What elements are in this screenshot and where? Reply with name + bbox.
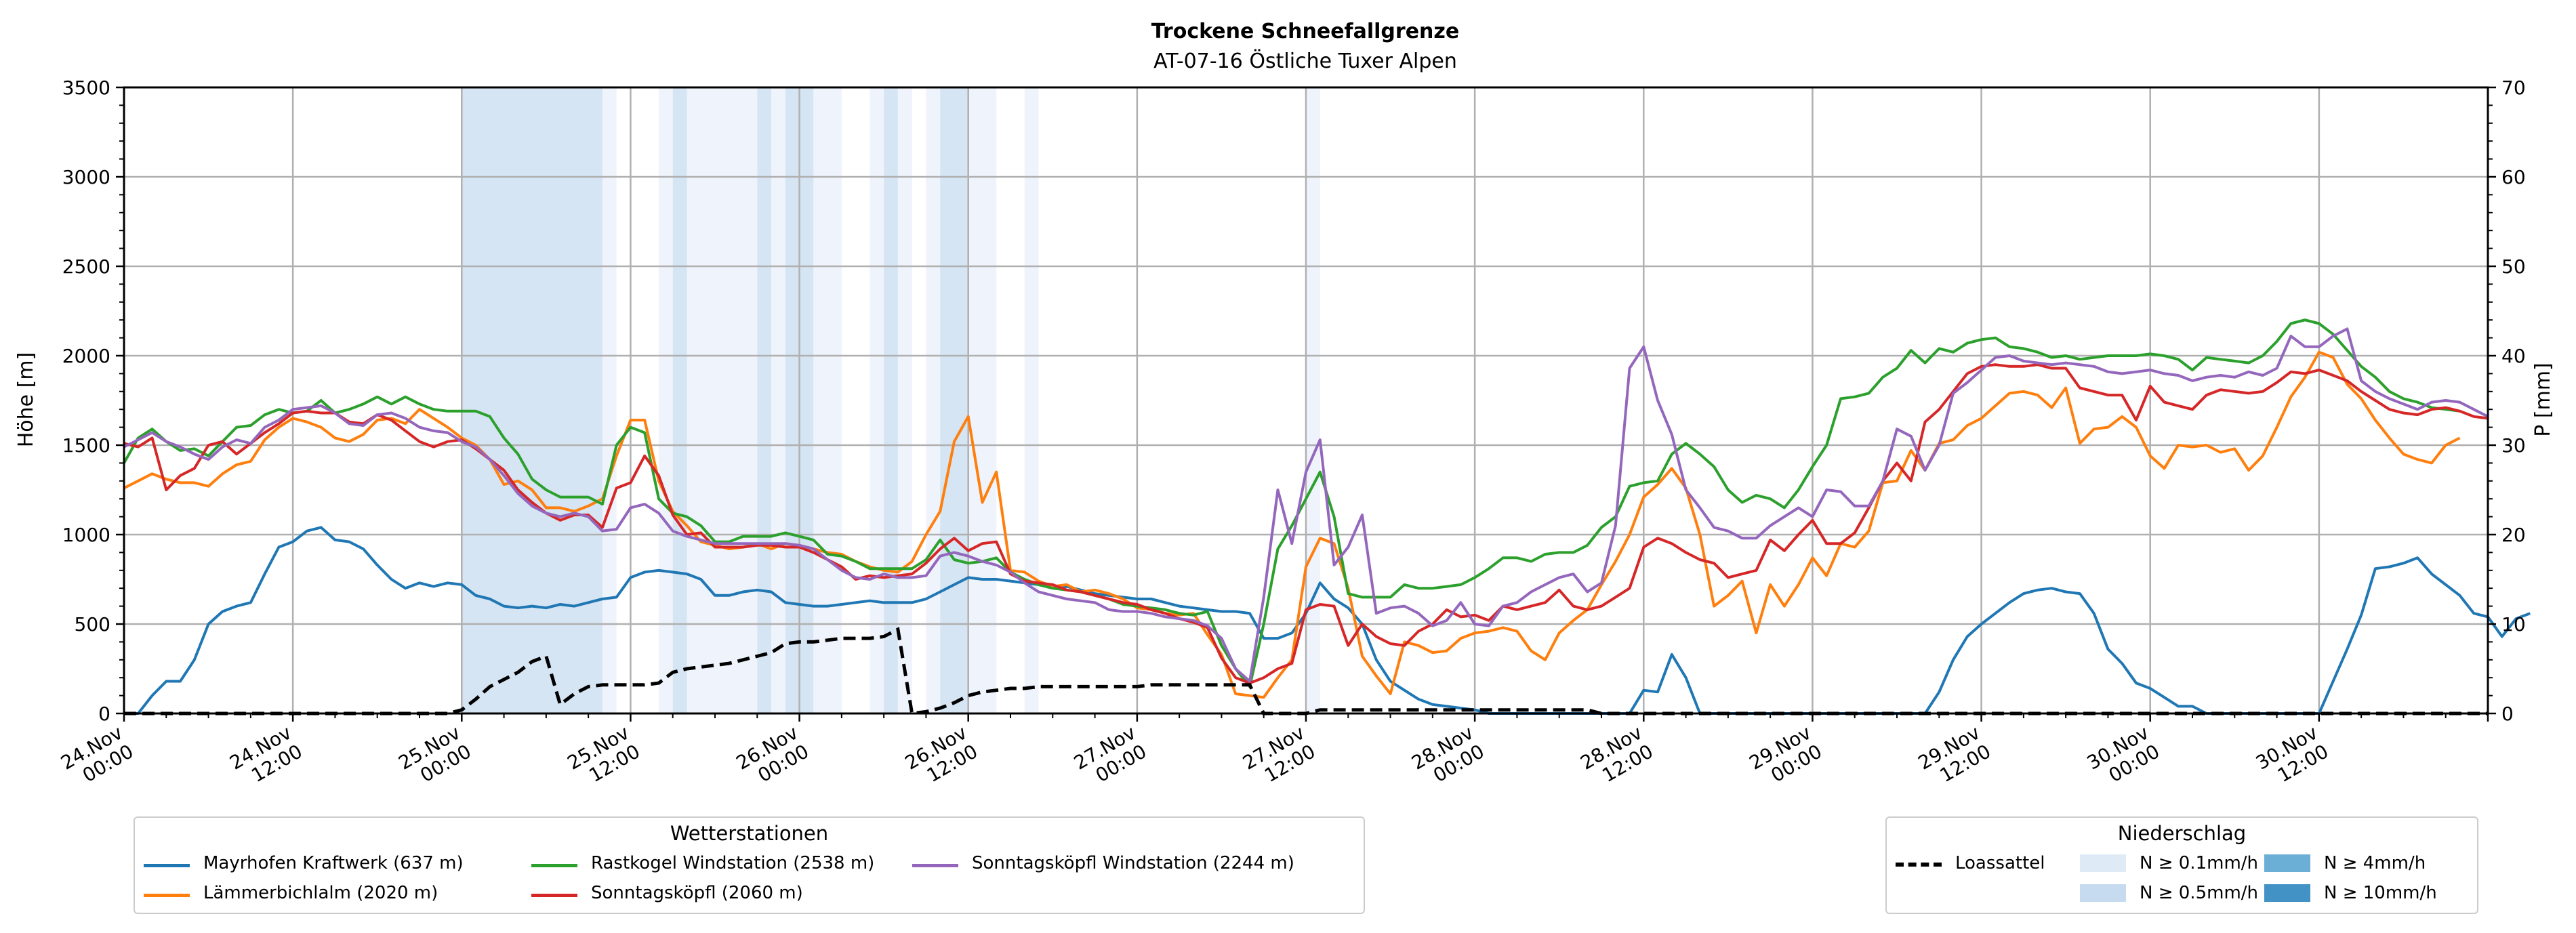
x-tick-label-12: 30.Nov00:00 <box>2083 721 2163 793</box>
x-tick-label-13: 30.Nov12:00 <box>2252 721 2332 793</box>
series-line-2 <box>123 318 2460 688</box>
legend-label-2: Rastkogel Windstation (2538 m) <box>591 853 875 873</box>
precip-band-9 <box>870 87 884 713</box>
precip-band-0 <box>462 87 602 713</box>
x-tick-label-7: 27.Nov12:00 <box>1239 721 1319 793</box>
precip-band-13 <box>940 87 968 713</box>
x-tick-label-9: 28.Nov12:00 <box>1576 721 1656 793</box>
precip-band-1 <box>602 87 617 713</box>
loassattel-line <box>124 627 2488 716</box>
legend-label-4: Sonntagsköpfl Windstation (2244 m) <box>972 853 1294 873</box>
legend-line-2 <box>531 864 577 867</box>
precip-band-2 <box>658 87 673 713</box>
y-tick-label-right-1: 10 <box>2501 613 2526 636</box>
y-tick-label-right-7: 70 <box>2501 77 2526 99</box>
legend-swatch-precip-2 <box>2080 884 2126 902</box>
y-tick-label-right-3: 30 <box>2501 434 2526 457</box>
legend-swatch-precip-0 <box>1896 863 1942 867</box>
legend-label-0: Mayrhofen Kraftwerk (637 m) <box>203 853 464 873</box>
precip-band-10 <box>884 87 898 713</box>
legend-swatch-precip-4 <box>2264 884 2310 902</box>
x-tick-label-2: 25.Nov00:00 <box>394 721 474 793</box>
legend-line-3 <box>531 894 577 897</box>
y-tick-label-right-4: 40 <box>2501 345 2526 367</box>
series-line-4 <box>123 327 2489 683</box>
legend-label-precip-4: N ≥ 10mm/h <box>2324 883 2437 903</box>
y-axis-label-left: Höhe [m] <box>14 352 38 448</box>
y-tick-label-left-6: 3000 <box>62 166 110 188</box>
series-line-0 <box>124 526 2531 715</box>
series-line-3 <box>123 363 2489 685</box>
precip-band-8 <box>813 87 842 713</box>
x-tick-label-3: 25.Nov12:00 <box>564 721 644 793</box>
y-tick-label-right-6: 60 <box>2501 166 2526 188</box>
precip-band-16 <box>1306 87 1320 713</box>
precip-band-14 <box>968 87 997 713</box>
x-tick-label-10: 29.Nov00:00 <box>1746 721 1826 793</box>
precip-band-6 <box>771 87 785 713</box>
x-tick-label-0: 24.Nov00:00 <box>57 721 137 793</box>
x-tick-label-11: 29.Nov12:00 <box>1915 721 1995 793</box>
x-tick-label-4: 26.Nov00:00 <box>733 721 813 793</box>
legend-label-1: Lämmerbichlalm (2020 m) <box>203 883 438 903</box>
legend-label-precip-3: N ≥ 4mm/h <box>2324 853 2426 873</box>
y-tick-label-left-1: 500 <box>75 613 110 636</box>
x-tick-label-1: 24.Nov12:00 <box>226 721 306 793</box>
x-tick-label-5: 26.Nov12:00 <box>901 721 981 793</box>
y-axis-label-right: P [mm] <box>2531 362 2555 436</box>
legend-stations-title: Wetterstationen <box>670 822 829 845</box>
precip-band-4 <box>687 87 758 713</box>
axes: 0 500 1000 1500 2000 2500 3000 3500 0 10 20 30 40 50 6… <box>57 77 2526 793</box>
precip-band-12 <box>926 87 941 713</box>
precipitation-bands <box>462 87 1320 713</box>
precip-band-5 <box>757 87 772 713</box>
chart-subtitle: AT-07-16 Östliche Tuxer Alpen <box>1153 49 1457 73</box>
chart-title: Trockene Schneefallgrenze <box>1151 20 1459 43</box>
y-tick-label-left-4: 2000 <box>62 345 110 367</box>
y-tick-label-left-3: 1500 <box>62 434 110 457</box>
y-tick-label-right-2: 20 <box>2501 524 2526 546</box>
legend-label-precip-2: N ≥ 0.5mm/h <box>2140 883 2259 903</box>
y-tick-label-left-2: 1000 <box>62 524 110 546</box>
precip-band-3 <box>672 87 687 713</box>
y-tick-label-left-7: 3500 <box>62 77 110 99</box>
y-tick-label-left-5: 2500 <box>62 255 110 278</box>
y-tick-label-right-5: 50 <box>2501 255 2526 278</box>
y-tick-label-right-0: 0 <box>2501 703 2514 725</box>
precip-band-11 <box>897 87 912 713</box>
station-series <box>123 318 2531 716</box>
x-tick-label-8: 28.Nov00:00 <box>1408 721 1488 793</box>
legend-line-0 <box>144 864 190 867</box>
legend-precipitation-title: Niederschlag <box>2117 822 2247 845</box>
legend-precipitation: Niederschlag Loassattel N ≥ 0.1mm/h N ≥ 0.… <box>1885 816 2478 914</box>
legend-label-precip-1: N ≥ 0.1mm/h <box>2140 853 2259 873</box>
legend-label-3: Sonntagsköpfl (2060 m) <box>591 883 803 903</box>
legend-line-1 <box>144 894 190 897</box>
y-tick-label-left-0: 0 <box>98 703 110 725</box>
legend-label-precip-0: Loassattel <box>1955 853 2045 873</box>
legend-line-4 <box>912 864 958 867</box>
precip-band-15 <box>1024 87 1039 713</box>
legend-stations: Wetterstationen Mayrhofen Kraftwerk (637… <box>134 816 1365 914</box>
x-tick-label-6: 27.Nov00:00 <box>1070 721 1150 793</box>
legend-swatch-precip-1 <box>2080 854 2126 872</box>
legend-swatch-precip-3 <box>2264 854 2310 872</box>
